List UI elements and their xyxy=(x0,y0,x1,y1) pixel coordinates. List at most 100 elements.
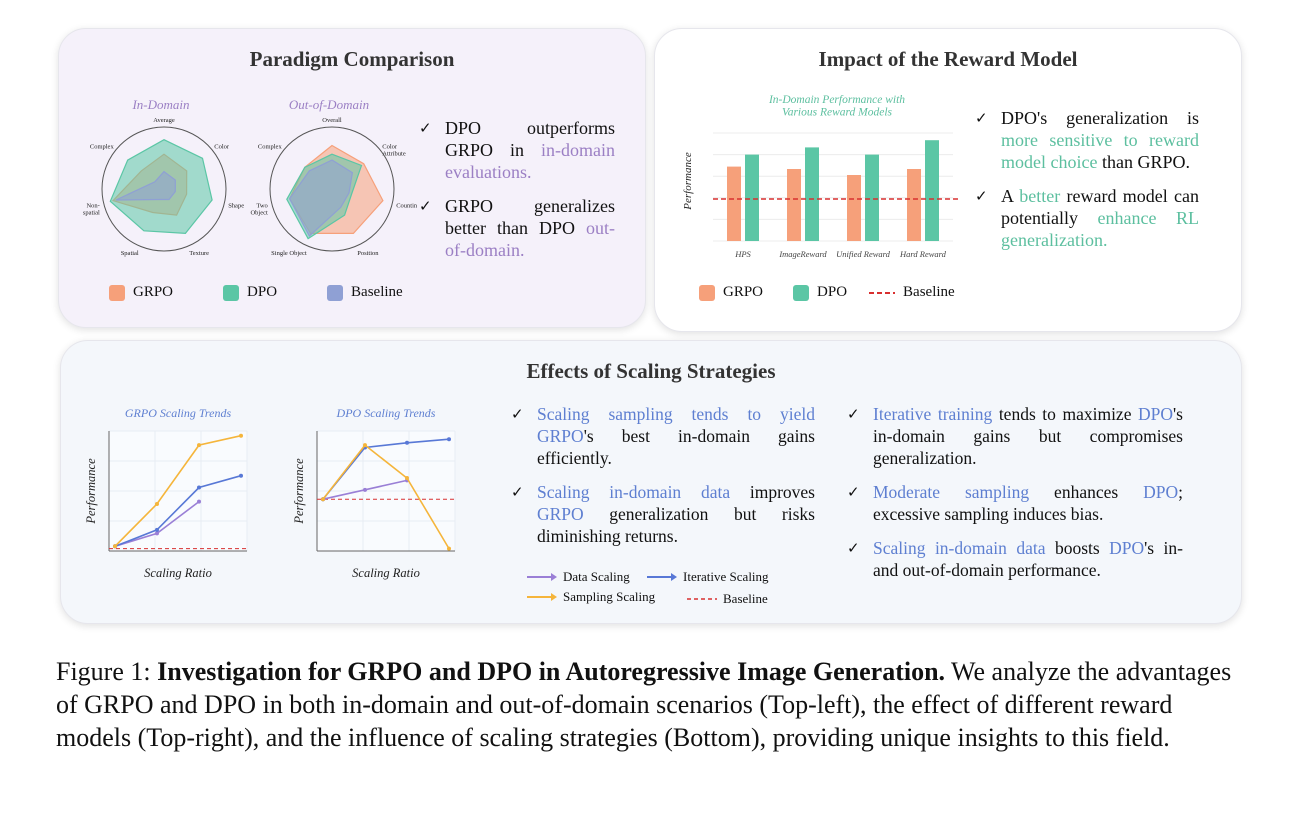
paradigm-panel: Paradigm Comparison In-Domain Out-of-Dom… xyxy=(58,28,646,328)
bar-grpo xyxy=(847,175,861,241)
paradigm-bullet-1: DPO outperforms GRPO in in-domain evalua… xyxy=(419,117,615,183)
line-point xyxy=(155,531,159,536)
line-point xyxy=(239,433,243,438)
line-y-axis-label: Performance xyxy=(84,458,98,525)
bar-grpo xyxy=(907,169,921,241)
radar-axis-label: Average xyxy=(153,117,175,124)
reward-panel: Impact of the Reward Model In-Domain Per… xyxy=(654,28,1242,332)
radar-in-title: In-Domain xyxy=(132,97,190,112)
line-point xyxy=(155,527,159,532)
radar-out-title: Out-of-Domain xyxy=(288,97,370,112)
line-point xyxy=(405,476,409,481)
bar-grpo xyxy=(727,166,741,241)
radar-axis-label: Counting xyxy=(396,203,417,210)
scaling-bullet-4: Moderate sampling enhances DPO; excessiv… xyxy=(847,481,1183,525)
line-x-axis-label: Scaling Ratio xyxy=(144,566,212,580)
legend-iterative-scaling: Iterative Scaling xyxy=(647,569,769,585)
legend-baseline: Baseline xyxy=(327,284,403,301)
scaling-legend: Data Scaling Iterative Scaling Sampling … xyxy=(527,569,807,615)
radar-axis-label: Single Object xyxy=(271,250,307,257)
radar-axis-label: Complex xyxy=(258,143,283,150)
legend-swatch-baseline xyxy=(327,284,344,301)
line-series-iterative-scaling xyxy=(114,474,242,548)
scaling-bullets-right: Iterative training tends to maximize DPO… xyxy=(847,403,1183,593)
bar-category-label: ImageReward xyxy=(778,249,827,259)
legend-swatch-dpo xyxy=(223,284,240,301)
line-point xyxy=(447,437,451,442)
scaling-bullet-2: Scaling in-domain data improves GRPO gen… xyxy=(511,481,815,547)
line-y-axis-label: Performance xyxy=(292,458,306,525)
line-chart-title: GRPO Scaling Trends xyxy=(125,406,232,420)
grpo-scaling-chart: GRPO Scaling Trends Scaling Ratio Performa… xyxy=(84,406,248,580)
bar-grpo xyxy=(787,169,801,241)
line-point xyxy=(197,499,201,504)
scaling-bullet-3: Iterative training tends to maximize DPO… xyxy=(847,403,1183,469)
line-point xyxy=(363,487,367,492)
legend-data-scaling: Data Scaling xyxy=(527,569,630,585)
caption-prefix: Figure 1: xyxy=(56,657,158,686)
radar-axis-label: Complex xyxy=(90,143,115,150)
paradigm-legend: GRPO DPO Baseline xyxy=(109,284,403,301)
line-point xyxy=(155,501,159,506)
reward-bullet-2: A better reward model can potentially en… xyxy=(975,185,1199,251)
legend-baseline-line xyxy=(687,598,717,600)
legend-dpo: DPO xyxy=(793,284,847,301)
scaling-bullets-left: Scaling sampling tends to yield GRPO's b… xyxy=(511,403,815,559)
bar-category-label: Hard Reward xyxy=(899,249,947,259)
line-x-axis-label: Scaling Ratio xyxy=(352,566,420,580)
reward-bar-chart: In-Domain Performance with Various Reward… xyxy=(682,94,959,259)
scaling-bullet-5: Scaling in-domain data boosts DPO's in- … xyxy=(847,537,1183,581)
caption-bold: Investigation for GRPO and DPO in Autore… xyxy=(157,657,946,686)
radar-outer-circle xyxy=(101,126,227,252)
line-point xyxy=(321,497,325,502)
legend-swatch-dpo xyxy=(793,284,810,301)
legend-sampling-scaling-line xyxy=(527,593,557,601)
line-point xyxy=(363,443,367,448)
line-point xyxy=(197,485,201,490)
legend-sampling-scaling: Sampling Scaling xyxy=(527,589,655,605)
radar-in-domain: Average Color Shape Texture Spatial Non-spati… xyxy=(83,117,244,257)
bar-dpo xyxy=(865,154,879,241)
scaling-panel: Effects of Scaling Strategies GRPO Scali… xyxy=(60,340,1242,624)
bar-category-label: HPS xyxy=(734,249,751,259)
caption-rest: We analyze the advantages of GRPO and DP… xyxy=(56,657,1232,752)
line-series-sampling-scaling xyxy=(114,434,242,547)
reward-bullets: DPO's generalization is more sensitive t… xyxy=(975,107,1199,263)
scaling-title: Effects of Scaling Strategies xyxy=(526,359,776,383)
line-point xyxy=(197,443,201,448)
radar-axis-label: Spatial xyxy=(121,250,139,257)
bar-dpo xyxy=(745,154,759,241)
legend-baseline: Baseline xyxy=(869,284,955,301)
legend-data-scaling-line xyxy=(527,573,557,581)
radar-series-baseline xyxy=(288,159,354,237)
radar-axis-label: Texture xyxy=(189,250,209,257)
paradigm-title: Paradigm Comparison xyxy=(249,47,455,71)
radar-outer-circle xyxy=(269,126,395,252)
legend-baseline: Baseline xyxy=(687,591,768,607)
line-point xyxy=(239,473,243,478)
legend-iterative-scaling-line xyxy=(647,573,677,581)
line-point xyxy=(113,544,117,549)
legend-baseline-line xyxy=(869,291,896,294)
bar-chart-title: In-Domain Performance with Various Reward… xyxy=(768,94,905,119)
radar-axis-label: Overall xyxy=(322,117,342,124)
legend-dpo: DPO xyxy=(223,284,277,301)
legend-swatch-grpo xyxy=(699,284,715,301)
bar-category-label: Unified Reward xyxy=(836,249,890,259)
radar-axis-label: Non-spatial xyxy=(83,203,100,217)
radar-series-baseline xyxy=(115,170,176,201)
line-series-sampling-scaling xyxy=(322,443,450,550)
legend-grpo: GRPO xyxy=(109,284,173,301)
reward-legend: GRPO DPO Baseline xyxy=(699,284,955,301)
radar-axis-label: Position xyxy=(357,250,379,257)
reward-bullet-1: DPO's generalization is more sensitive t… xyxy=(975,107,1199,173)
radar-axis-label: Color xyxy=(214,143,230,150)
line-point xyxy=(447,546,451,551)
bar-dpo xyxy=(805,147,819,241)
line-chart-title: DPO Scaling Trends xyxy=(336,406,436,420)
figure-caption: Figure 1: Investigation for GRPO and DPO… xyxy=(56,655,1246,754)
legend-grpo: GRPO xyxy=(699,284,763,301)
bar-dpo xyxy=(925,140,939,241)
scaling-bullet-1: Scaling sampling tends to yield GRPO's b… xyxy=(511,403,815,469)
